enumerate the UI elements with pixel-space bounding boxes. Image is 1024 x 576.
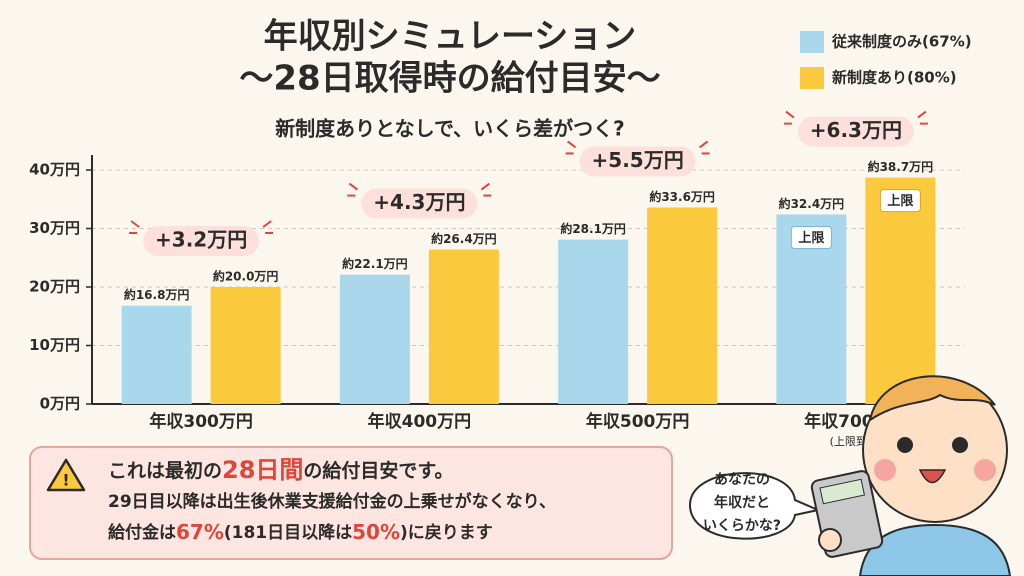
bar [339,274,410,404]
x-tick-label: 年収300万円 [149,411,253,432]
value-label: 約20.0万円 [213,269,279,284]
difference-pill [797,116,914,147]
warning-mark: ! [62,471,69,490]
bubble-text: あなたの [714,472,770,488]
notice-box: ! これは最初の28日間の給付目安です。 29日目以降は出生後休業支援給付金の上… [29,446,673,560]
sparkle [785,110,795,119]
bar [647,207,718,404]
difference-label: +4.3万円 [373,190,465,214]
x-tick-label: 年収400万円 [368,411,472,432]
bar [121,305,192,404]
notice-line: 給付金は67%(181日目以降は50%)に戻ります [108,520,493,544]
calculator-screen [819,478,866,505]
legend-swatch [800,67,824,89]
bubble-text: いくらかな? [703,518,781,534]
value-label: 約28.1万円 [560,221,626,236]
notice-text: (181日目以降は [224,522,352,543]
difference-pill [143,226,260,256]
difference-pill [361,188,478,219]
notice-text: 給付金は [108,522,176,543]
notice-text: これは最初の [108,459,222,482]
badge: 上限 [887,194,914,209]
baby-illustration [810,375,1012,576]
baby-cheek [974,459,996,481]
subtitle: 新制度ありとなしで、いくら差がつく? [275,117,625,141]
sparkle [130,220,140,228]
warning-icon [46,458,86,492]
difference-label: +3.2万円 [155,228,247,252]
notice-highlight: 67% [176,520,224,544]
value-label: 約38.7万円 [868,159,934,174]
bar [428,249,499,404]
title-line: 年収別シミュレーション [264,17,637,57]
notice-frame [29,446,673,560]
sparkle [262,220,272,228]
y-tick-label: 20万円 [29,278,80,296]
notice-line: これは最初の28日間の給付目安です。 [108,456,454,484]
y-tick-label: 0万円 [40,395,80,413]
bar [865,177,936,404]
baby-hair [868,375,996,423]
sparkle [567,140,577,149]
y-tick-label: 40万円 [29,161,80,179]
difference-pill [579,146,696,177]
difference-label: +6.3万円 [810,118,902,142]
x-tick-label: 年収500万円 [586,411,690,432]
baby-cheek [874,459,896,481]
value-label: 約22.1万円 [342,256,408,271]
difference-label: +5.5万円 [592,148,684,172]
notice-line: 29日目以降は出生後休業支援給付金の上乗せがなくなり、 [108,491,556,512]
legend-label: 従来制度のみ(67%) [831,33,972,51]
baby-hand [818,528,842,552]
y-tick-label: 30万円 [29,219,80,237]
value-label: 約33.6万円 [649,189,715,204]
value-label: 約16.8万円 [124,287,190,302]
bar [558,239,629,404]
sparkle [917,110,927,119]
sparkle [480,182,490,191]
y-tick-label: 10万円 [29,336,80,354]
baby-eye [897,437,913,453]
badge: 上限 [798,231,825,246]
value-label: 約26.4万円 [431,231,497,246]
sparkle [348,182,358,191]
baby-mouth [918,469,947,484]
sparkle [699,140,709,149]
notice-highlight: 28日間 [222,456,303,484]
bubble-text: 年収だと [714,494,770,511]
badge-frame [879,189,921,213]
badge-frame [790,225,832,249]
title-line: 〜28日取得時の給付目安〜 [239,59,660,99]
notice-text: の給付目安です。 [303,459,453,482]
legend-swatch [800,31,824,53]
notice-text: )に戻ります [400,522,493,543]
bar [210,287,281,404]
legend-label: 新制度あり(80%) [832,69,957,87]
notice-highlight: 50% [352,520,400,544]
value-label: 約32.4万円 [779,196,845,211]
baby-eye [952,437,968,453]
